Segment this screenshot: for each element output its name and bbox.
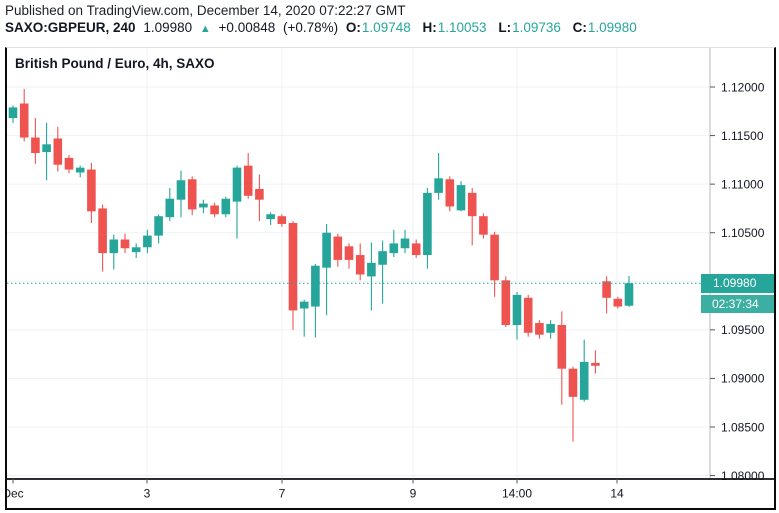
svg-text:1.08500: 1.08500 [721, 420, 765, 434]
symbol-ticker: SAXO:GBPEUR, 240 [5, 20, 136, 35]
svg-text:7: 7 [279, 487, 286, 501]
svg-text:1.12000: 1.12000 [721, 80, 765, 94]
up-arrow-icon: ▲ [199, 23, 211, 35]
chart-title: British Pound / Euro, 4h, SAXO [15, 56, 215, 71]
ohlc-low: L:1.09736 [498, 20, 561, 35]
chart-frame[interactable]: 1.12000 1.11500 1.11000 1.10500 1.09500 1.090… [5, 47, 776, 510]
svg-text:1.09500: 1.09500 [721, 323, 765, 337]
svg-text:1.09000: 1.09000 [721, 372, 765, 386]
svg-text:14: 14 [610, 487, 624, 501]
last-price: 1.09980 [143, 20, 193, 35]
svg-text:Dec: Dec [7, 487, 24, 501]
change-abs: +0.00848 [218, 20, 276, 35]
svg-text:14:00: 14:00 [502, 487, 532, 501]
ohlc-close: C:1.09980 [572, 20, 637, 35]
bar-countdown-label: 02:37:34 [701, 294, 774, 313]
current-price-label: 1.09980 [701, 273, 774, 293]
change-pct: (+0.78%) [283, 20, 339, 35]
svg-text:1.11500: 1.11500 [721, 129, 764, 143]
svg-text:9: 9 [410, 487, 417, 501]
published-line: Published on TradingView.com, December 1… [5, 3, 406, 18]
svg-text:1.10500: 1.10500 [721, 226, 765, 240]
candlestick-chart[interactable]: 1.12000 1.11500 1.11000 1.10500 1.09500 1.090… [7, 48, 774, 508]
ohlc-high: H:1.10053 [422, 20, 487, 35]
svg-text:1.08000: 1.08000 [721, 469, 765, 483]
svg-text:3: 3 [144, 487, 151, 501]
symbol-line: SAXO:GBPEUR, 240 1.09980 ▲ +0.00848 (+0.… [5, 20, 645, 35]
svg-text:1.11000: 1.11000 [721, 177, 764, 191]
ohlc-open: O:1.09748 [345, 20, 411, 35]
